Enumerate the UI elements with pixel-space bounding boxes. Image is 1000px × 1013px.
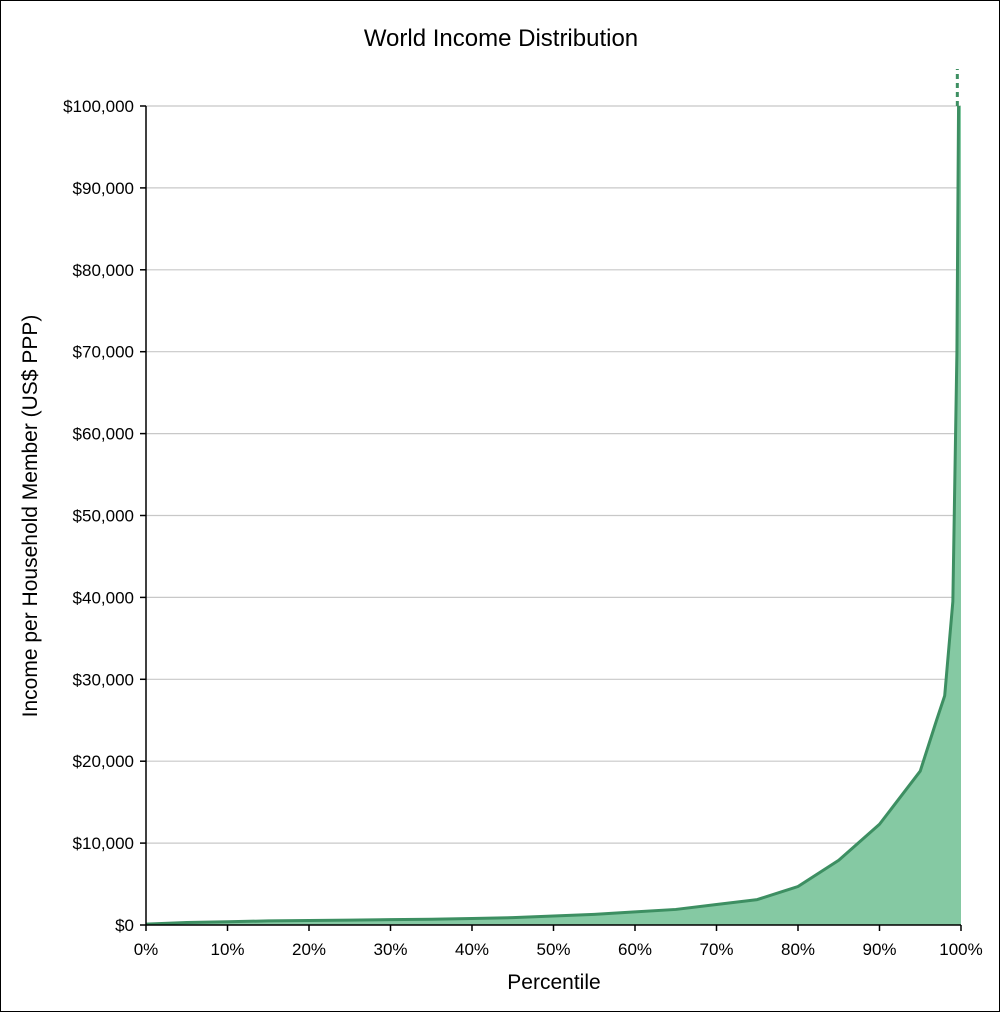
- y-tick-label-3: $30,000: [73, 670, 134, 689]
- y-tick-label-4: $40,000: [73, 588, 134, 607]
- series-line: [145, 105, 961, 926]
- y-tick-label-0: $0: [115, 916, 134, 935]
- y-tick-label-8: $80,000: [73, 261, 134, 280]
- x-tick-label-7: 70%: [699, 940, 733, 959]
- chart-title: World Income Distribution: [364, 25, 638, 52]
- y-axis-label: Income per Household Member (US$ PPP): [19, 315, 42, 718]
- x-tick-label-1: 10%: [210, 940, 244, 959]
- x-tick-label-4: 40%: [455, 940, 489, 959]
- y-tick-label-6: $60,000: [73, 425, 134, 444]
- x-tick-label-9: 90%: [862, 940, 896, 959]
- x-tick-labels: 0% 10% 20% 30% 40% 50% 60% 70% 80% 90% 100%: [134, 940, 983, 959]
- x-axis-label: Percentile: [507, 971, 600, 994]
- x-tick-label-0: 0%: [134, 940, 159, 959]
- x-tick-label-3: 30%: [373, 940, 407, 959]
- area-fill: [146, 106, 961, 925]
- y-tick-label-5: $50,000: [73, 507, 134, 526]
- x-tick-label-8: 80%: [781, 940, 815, 959]
- y-tick-labels: $0 $10,000 $20,000 $30,000 $40,000 $50,000 $60…: [63, 97, 134, 935]
- y-tick-label-2: $20,000: [73, 752, 134, 771]
- y-tick-label-9: $90,000: [73, 179, 134, 198]
- gridlines: [146, 105, 961, 844]
- plot-area: [145, 69, 961, 926]
- y-tick-label-10: $100,000: [63, 97, 134, 116]
- axes: [140, 105, 962, 931]
- y-tick-label-7: $70,000: [73, 343, 134, 362]
- x-tick-label-5: 50%: [536, 940, 570, 959]
- y-tick-label-1: $10,000: [73, 834, 134, 853]
- x-tick-label-2: 20%: [292, 940, 326, 959]
- x-tick-label-10: 100%: [939, 940, 982, 959]
- x-tick-label-6: 60%: [618, 940, 652, 959]
